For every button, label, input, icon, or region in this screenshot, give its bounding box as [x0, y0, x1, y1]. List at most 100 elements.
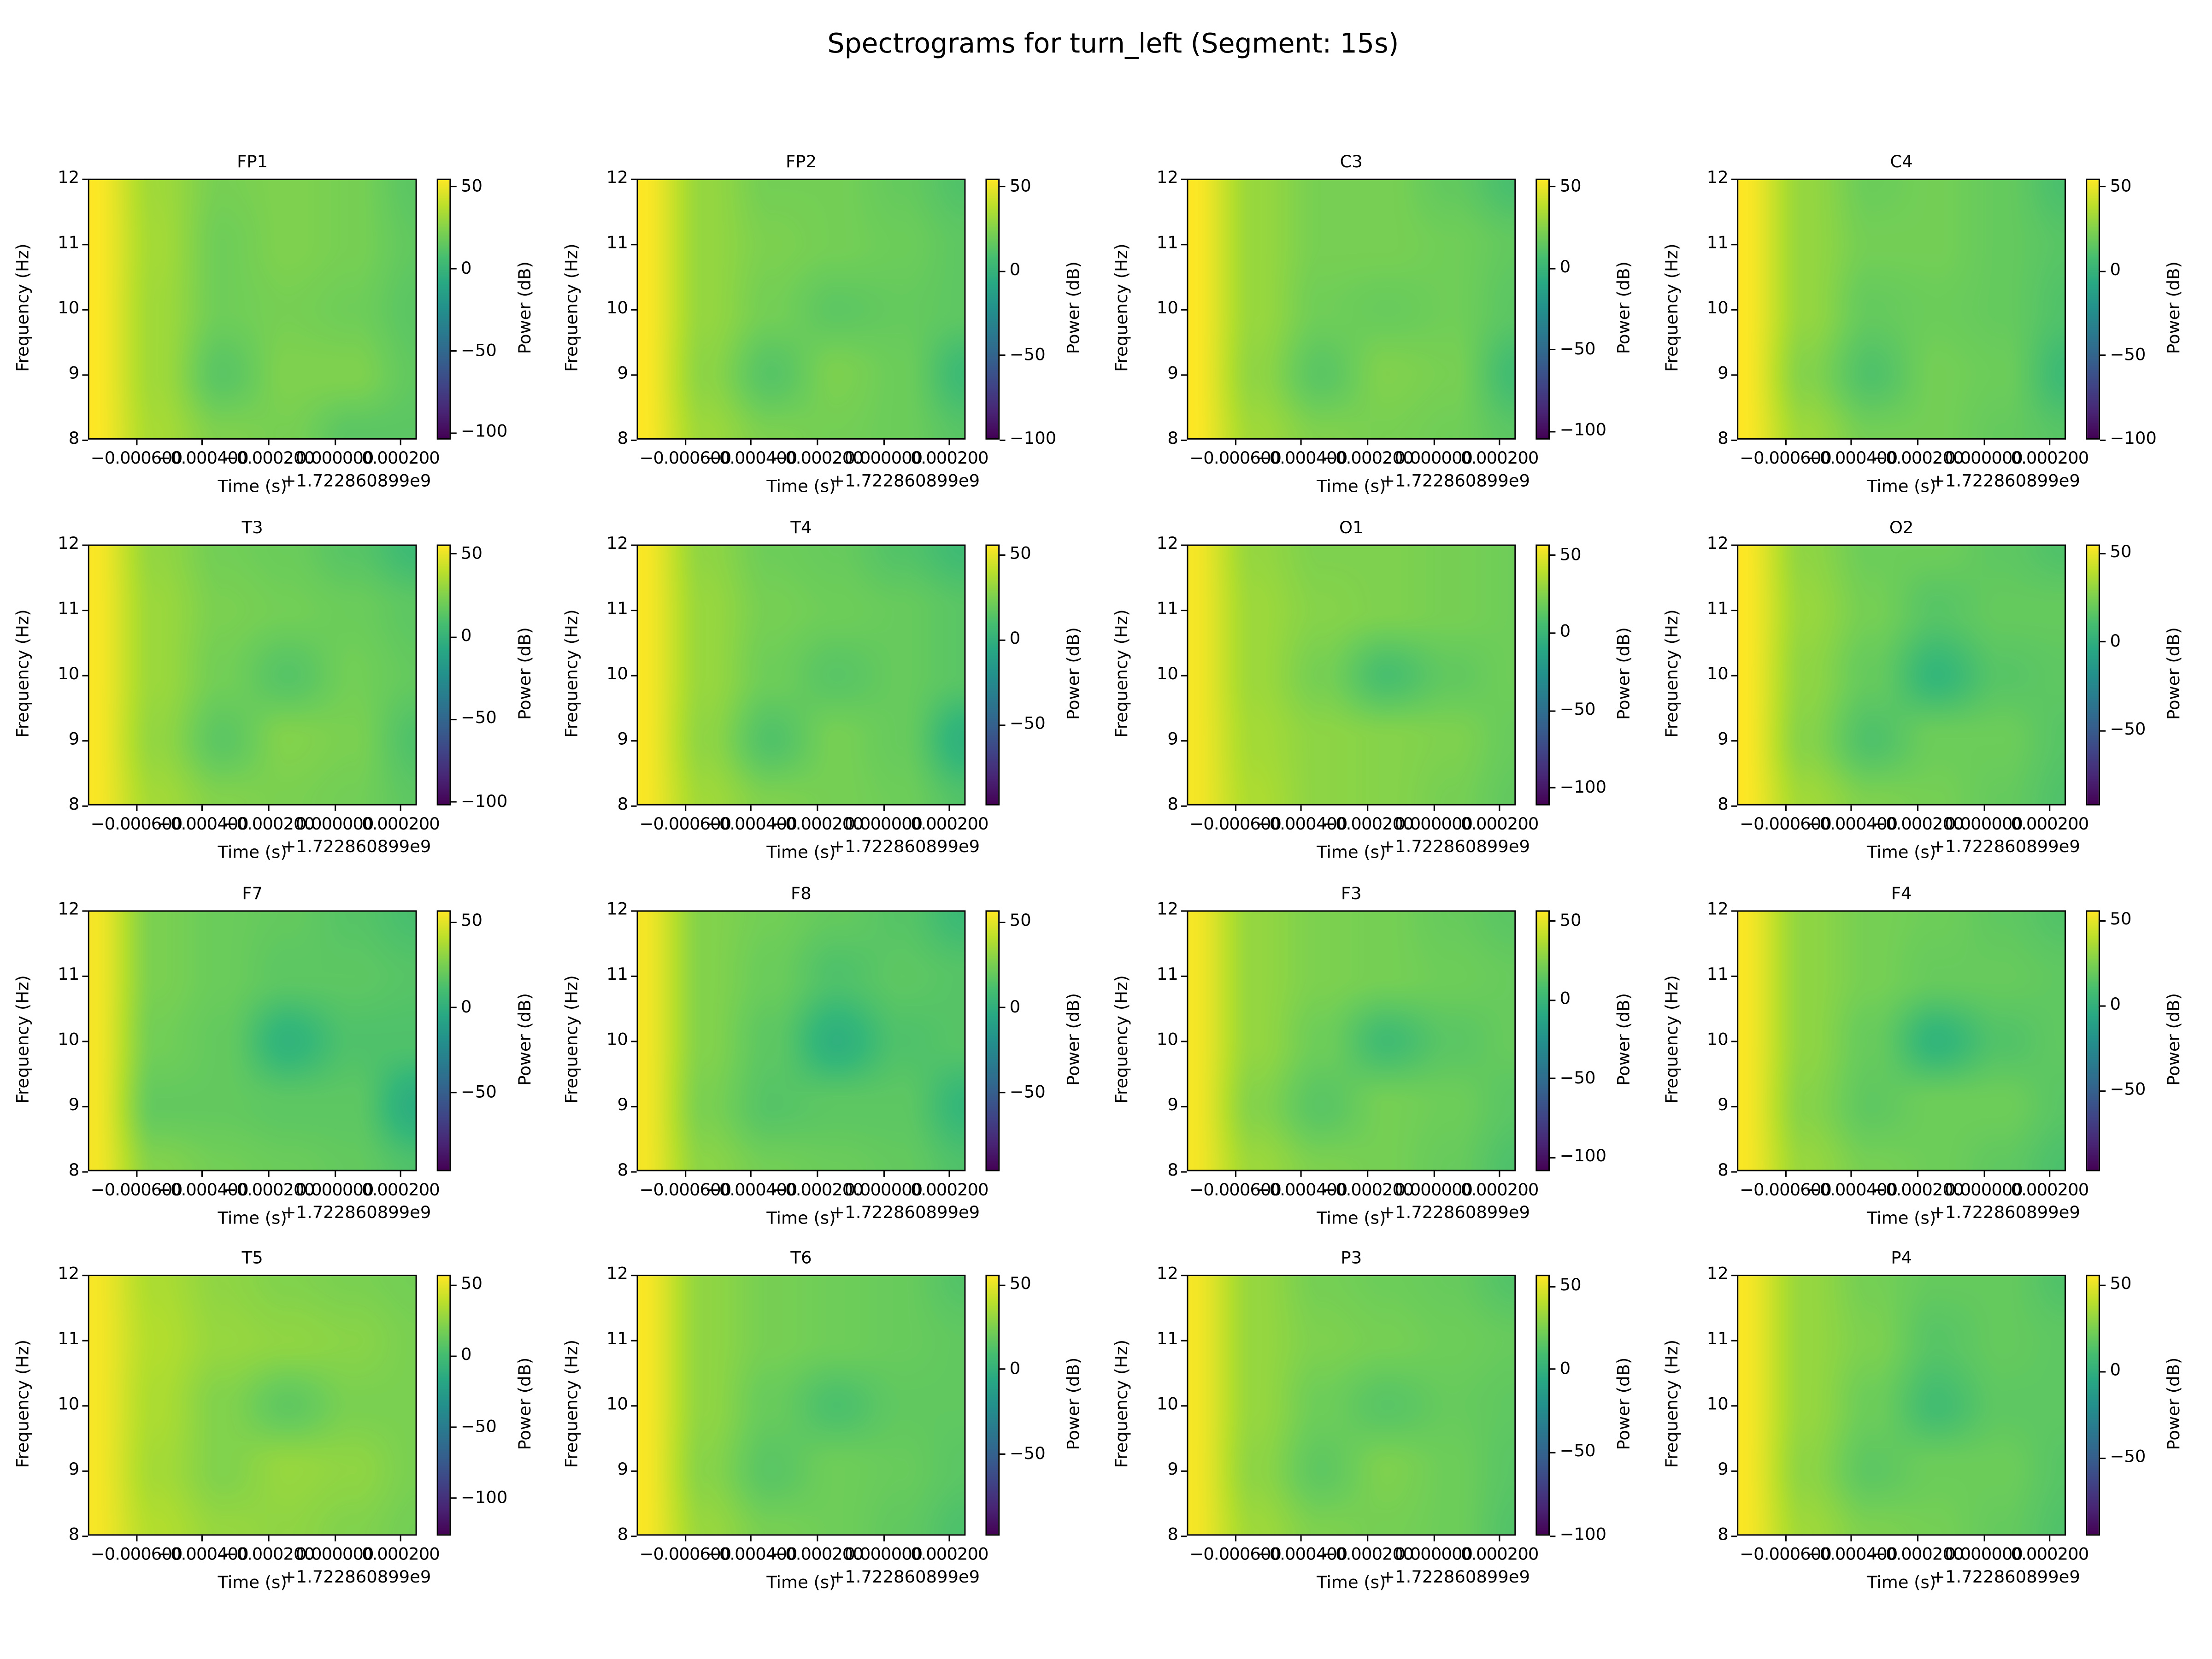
y-axis-label: Frequency (Hz) [12, 243, 33, 372]
x-tick-label: −0.000600 [1740, 448, 1832, 468]
y-tick-mark [1731, 975, 1737, 977]
colorbar-tick-mark [451, 1284, 457, 1286]
y-tick-label: 8 [68, 1524, 80, 1544]
colorbar-tick-label: 50 [1559, 910, 1582, 930]
y-tick-label: 8 [68, 794, 80, 814]
y-tick-label: 10 [58, 663, 80, 684]
y-tick-label: 8 [1718, 1159, 1729, 1180]
x-tick-label: 0.000200 [1460, 1179, 1539, 1200]
x-tick-mark [400, 1535, 402, 1541]
x-tick-label: −0.000400 [156, 1179, 249, 1200]
x-tick-label: 0.000000 [844, 814, 923, 834]
x-tick-label: 0.000200 [1460, 448, 1539, 468]
colorbar-tick-mark [1550, 1285, 1556, 1287]
x-tick-mark [135, 1171, 137, 1177]
colorbar-tick-label: −100 [1559, 1524, 1607, 1544]
subplot-title: P3 [1341, 1247, 1362, 1268]
colorbar-tick-mark [1000, 1006, 1006, 1008]
x-tick-label: −0.000200 [223, 448, 315, 468]
spectrogram-heatmap [1737, 910, 2066, 1171]
x-tick-label: −0.000600 [639, 1179, 731, 1200]
y-tick-label: 9 [68, 1459, 80, 1479]
colorbar-tick-label: 0 [460, 625, 472, 646]
x-tick-label: −0.000400 [705, 1544, 798, 1564]
y-tick-mark [1731, 439, 1737, 441]
y-tick-mark [1731, 308, 1737, 310]
y-tick-mark [1731, 1274, 1737, 1276]
subplot-title: F3 [1341, 883, 1362, 903]
x-tick-mark [334, 1535, 335, 1541]
x-tick-label: −0.000200 [223, 1544, 315, 1564]
y-tick-label: 9 [1718, 363, 1729, 383]
colorbar-tick-mark [1550, 430, 1556, 432]
colorbar-tick-label: 0 [2110, 994, 2121, 1015]
colorbar-tick-label: −50 [460, 339, 497, 359]
y-tick-label: 12 [58, 899, 80, 919]
x-tick-label: −0.000600 [1189, 448, 1282, 468]
x-offset-label: +1.722860899e9 [830, 1566, 980, 1587]
spectrogram-heatmap [88, 544, 417, 806]
colorbar-tick-mark [1550, 710, 1556, 712]
x-tick-label: 0.000000 [1394, 1179, 1473, 1200]
colorbar-tick-mark [2100, 553, 2106, 554]
x-tick-label: 0.000200 [2011, 448, 2089, 468]
y-tick-mark [1181, 1404, 1187, 1406]
y-tick-mark [631, 975, 637, 977]
spectrogram-heatmap [88, 1275, 417, 1536]
y-tick-label: 12 [606, 167, 629, 188]
x-tick-mark [1433, 1535, 1435, 1541]
spectrogram-heatmap [636, 178, 966, 440]
y-tick-mark [82, 1040, 88, 1041]
y-tick-label: 11 [1156, 1329, 1178, 1349]
x-tick-mark [882, 805, 884, 811]
x-tick-label: 0.000000 [1945, 1544, 2023, 1564]
colorbar-tick-label: −50 [2110, 1079, 2146, 1100]
x-tick-label: −0.000200 [223, 814, 315, 834]
x-tick-mark [135, 1535, 137, 1541]
y-tick-label: 10 [58, 1029, 80, 1049]
x-tick-label: −0.000400 [1255, 814, 1348, 834]
y-tick-mark [631, 674, 637, 676]
subplot-title: P4 [1891, 1247, 1912, 1268]
colorbar [436, 544, 451, 806]
x-tick-mark [882, 1535, 884, 1541]
x-tick-label: 0.000000 [295, 814, 374, 834]
colorbar-tick-mark [2100, 354, 2106, 356]
x-tick-mark [1983, 1535, 1985, 1541]
x-axis-label: Time (s) [766, 1572, 836, 1593]
x-axis-label: Time (s) [1317, 476, 1386, 496]
y-tick-mark [1181, 1470, 1187, 1471]
colorbar-label: Power (dB) [1063, 993, 1083, 1086]
y-tick-mark [82, 1170, 88, 1172]
colorbar-tick-label: 50 [460, 911, 483, 931]
x-tick-mark [1235, 1535, 1236, 1541]
x-tick-mark [1499, 1535, 1500, 1541]
colorbar-tick-label: −50 [1559, 699, 1596, 719]
x-tick-label: −0.000600 [1740, 1544, 1832, 1564]
colorbar-label: Power (dB) [2164, 261, 2184, 354]
y-tick-label: 12 [1156, 899, 1178, 919]
colorbar-tick-mark [2100, 1457, 2106, 1459]
y-tick-label: 8 [617, 1524, 629, 1544]
y-tick-label: 10 [58, 1394, 80, 1414]
x-tick-mark [334, 439, 335, 446]
colorbar-tick-label: 0 [460, 1344, 472, 1365]
y-tick-label: 12 [1156, 1263, 1178, 1283]
colorbar-tick-mark [1550, 999, 1556, 1001]
x-tick-label: 0.000000 [295, 1544, 374, 1564]
y-tick-mark [631, 609, 637, 611]
y-tick-mark [1181, 609, 1187, 611]
colorbar-tick-label: −100 [1559, 777, 1607, 797]
x-tick-mark [1851, 1535, 1853, 1541]
x-tick-mark [948, 1171, 950, 1177]
x-tick-mark [684, 439, 686, 446]
y-tick-label: 10 [1156, 1394, 1178, 1414]
y-tick-label: 8 [1718, 428, 1729, 448]
x-axis-label: Time (s) [766, 842, 836, 862]
x-tick-mark [882, 1171, 884, 1177]
y-tick-label: 12 [1706, 533, 1729, 553]
x-axis-label: Time (s) [1867, 1208, 1936, 1228]
colorbar-tick-mark [2100, 730, 2106, 732]
x-axis-label: Time (s) [218, 842, 287, 862]
y-tick-label: 9 [1718, 729, 1729, 749]
